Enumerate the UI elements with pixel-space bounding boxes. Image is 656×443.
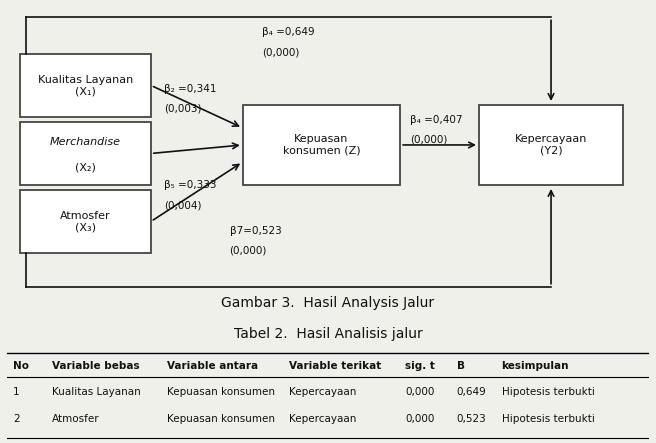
Text: Kepuasan konsumen: Kepuasan konsumen <box>167 414 276 424</box>
Text: 0,000: 0,000 <box>405 387 434 397</box>
Text: sig. t: sig. t <box>405 361 435 371</box>
Text: Variable terikat: Variable terikat <box>289 361 382 371</box>
Text: 0,523: 0,523 <box>457 414 486 424</box>
Text: β₄ =0,407: β₄ =0,407 <box>410 115 462 125</box>
Text: B: B <box>457 361 464 371</box>
Text: Kepuasan konsumen: Kepuasan konsumen <box>167 387 276 397</box>
FancyBboxPatch shape <box>20 190 151 253</box>
Text: Tabel 2.  Hasil Analisis jalur: Tabel 2. Hasil Analisis jalur <box>234 327 422 342</box>
Text: Variable antara: Variable antara <box>167 361 258 371</box>
Text: β₄ =0,649: β₄ =0,649 <box>262 27 315 37</box>
Text: (0,000): (0,000) <box>230 245 267 256</box>
Text: Kepuasan
konsumen (Z): Kepuasan konsumen (Z) <box>283 134 360 156</box>
Text: Variable bebas: Variable bebas <box>52 361 139 371</box>
Text: 0,000: 0,000 <box>405 414 434 424</box>
Text: Hipotesis terbukti: Hipotesis terbukti <box>502 414 594 424</box>
Text: (0,003): (0,003) <box>164 104 201 114</box>
Text: Kualitas Layanan: Kualitas Layanan <box>52 387 140 397</box>
Text: Atmosfer: Atmosfer <box>52 414 99 424</box>
Text: (0,000): (0,000) <box>262 47 300 57</box>
Text: β₂ =0,341: β₂ =0,341 <box>164 84 216 94</box>
FancyBboxPatch shape <box>20 54 151 117</box>
FancyBboxPatch shape <box>20 122 151 185</box>
Text: Kualitas Layanan
(X₁): Kualitas Layanan (X₁) <box>37 74 133 96</box>
Text: Atmosfer
(X₃): Atmosfer (X₃) <box>60 211 111 232</box>
Text: Kepercayaan
(Y2): Kepercayaan (Y2) <box>515 134 587 156</box>
FancyBboxPatch shape <box>243 105 400 185</box>
Text: kesimpulan: kesimpulan <box>502 361 569 371</box>
Text: Kepercayaan: Kepercayaan <box>289 387 357 397</box>
FancyBboxPatch shape <box>479 105 623 185</box>
Text: 0,649: 0,649 <box>457 387 486 397</box>
Text: 1: 1 <box>13 387 20 397</box>
Text: β7=0,523: β7=0,523 <box>230 225 281 236</box>
Text: β₅ =0,333: β₅ =0,333 <box>164 180 216 190</box>
Text: Kepercayaan: Kepercayaan <box>289 414 357 424</box>
Text: Gambar 3.  Hasil Analysis Jalur: Gambar 3. Hasil Analysis Jalur <box>222 296 434 311</box>
Text: Merchandise: Merchandise <box>50 137 121 147</box>
Text: 2: 2 <box>13 414 20 424</box>
Text: (0,000): (0,000) <box>410 135 447 145</box>
Text: No: No <box>13 361 29 371</box>
Text: (X₂): (X₂) <box>75 163 96 173</box>
Text: Hipotesis terbukti: Hipotesis terbukti <box>502 387 594 397</box>
Text: (0,004): (0,004) <box>164 200 201 210</box>
